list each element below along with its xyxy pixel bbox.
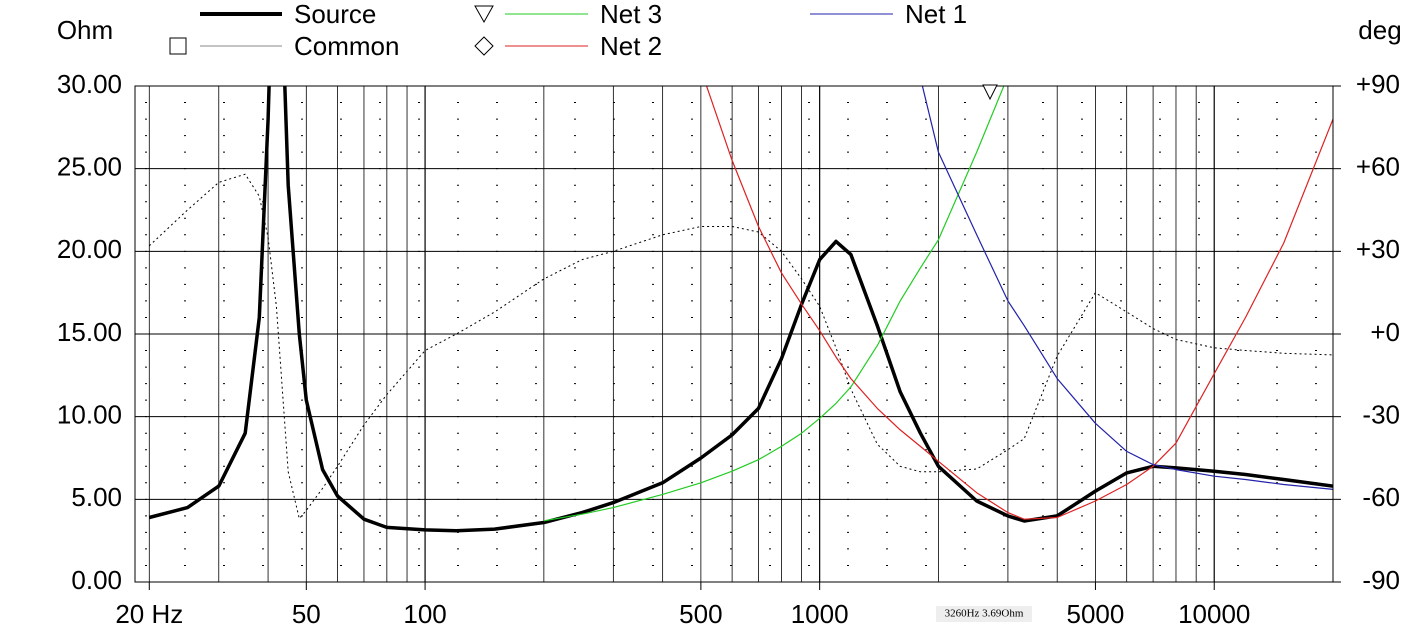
x-tick-label: 500 (679, 599, 722, 629)
x-tick-label: 20 Hz (115, 599, 183, 629)
y2-tick-label: -30 (1362, 400, 1400, 430)
y-tick-label: 20.00 (57, 234, 122, 264)
y-tick-label: 10.00 (57, 400, 122, 430)
legend-marker (474, 36, 494, 56)
y-tick-label: 25.00 (57, 152, 122, 182)
legend-marker (169, 37, 187, 55)
grid (135, 85, 1341, 590)
series-line (148, 86, 1333, 533)
y-tick-label: 15.00 (57, 317, 122, 347)
annotation: 3260Hz 3.69Ohm (945, 608, 1024, 620)
legend: Source Common Net 3 Net 2 Net 1 (169, 0, 967, 61)
legend-label: Net 3 (600, 0, 662, 29)
y2-tick-label: +60 (1356, 152, 1400, 182)
series-line (148, 173, 1333, 520)
series-line (543, 86, 1005, 522)
legend-label: Net 2 (600, 31, 662, 61)
y-tick-label: 0.00 (71, 565, 122, 595)
x-tick-label: 5000 (1067, 599, 1125, 629)
plot-frame (134, 85, 1334, 583)
x-tick-label: 1000 (791, 599, 849, 629)
y2-tick-label: +30 (1356, 234, 1400, 264)
x-tick-label: 10000 (1178, 599, 1250, 629)
series-line (921, 86, 1333, 490)
x-tick-label: 100 (403, 599, 446, 629)
y-tick-label: 5.00 (71, 482, 122, 512)
marker-icon (982, 84, 998, 101)
y2-tick-label: -90 (1362, 565, 1400, 595)
x-tick-label: 50 (292, 599, 321, 629)
annotation-box (936, 606, 1032, 622)
y2-tick-label: +0 (1370, 317, 1400, 347)
legend-label: Net 1 (905, 0, 967, 29)
legend-label: Source (294, 0, 376, 29)
y2-tick-label: -60 (1362, 482, 1400, 512)
y2-axis-label: deg (1358, 15, 1401, 45)
y-axis-label: Ohm (57, 15, 113, 45)
y-tick-label: 30.00 (57, 69, 122, 99)
legend-label: Common (294, 31, 399, 61)
y2-tick-label: +90 (1356, 69, 1400, 99)
series-line (705, 86, 1333, 520)
plot-area (148, 86, 1333, 533)
legend-marker (474, 5, 494, 24)
